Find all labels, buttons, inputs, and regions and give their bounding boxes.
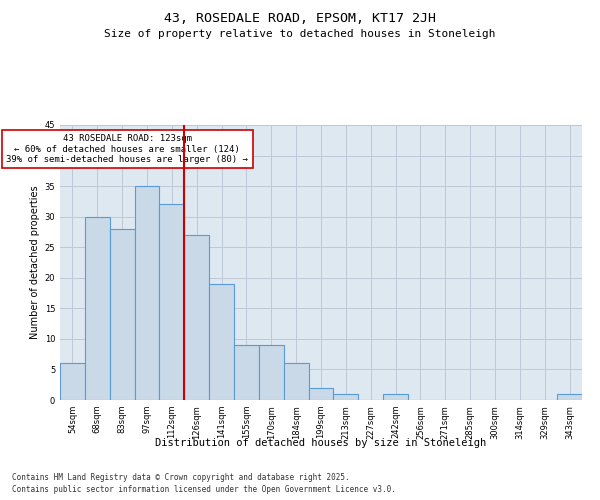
Bar	[184, 235, 209, 400]
Bar	[85, 216, 110, 400]
Text: Size of property relative to detached houses in Stoneleigh: Size of property relative to detached ho…	[104, 29, 496, 39]
Y-axis label: Number of detached properties: Number of detached properties	[31, 186, 40, 340]
Bar	[334, 394, 358, 400]
Bar	[259, 345, 284, 400]
Text: Contains public sector information licensed under the Open Government Licence v3: Contains public sector information licen…	[12, 486, 396, 494]
Bar	[134, 186, 160, 400]
Bar	[209, 284, 234, 400]
Bar	[308, 388, 334, 400]
Bar	[383, 394, 408, 400]
Text: 43 ROSEDALE ROAD: 123sqm
← 60% of detached houses are smaller (124)
39% of semi-: 43 ROSEDALE ROAD: 123sqm ← 60% of detach…	[6, 134, 248, 164]
Text: Contains HM Land Registry data © Crown copyright and database right 2025.: Contains HM Land Registry data © Crown c…	[12, 473, 350, 482]
Text: Distribution of detached houses by size in Stoneleigh: Distribution of detached houses by size …	[155, 438, 487, 448]
Bar	[160, 204, 184, 400]
Bar	[234, 345, 259, 400]
Text: 43, ROSEDALE ROAD, EPSOM, KT17 2JH: 43, ROSEDALE ROAD, EPSOM, KT17 2JH	[164, 12, 436, 26]
Bar	[110, 229, 134, 400]
Bar	[60, 364, 85, 400]
Bar	[557, 394, 582, 400]
Bar	[284, 364, 308, 400]
